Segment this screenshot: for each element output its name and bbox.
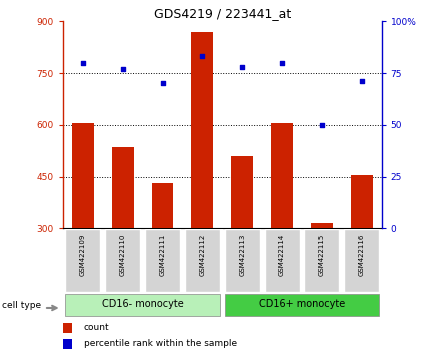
Text: count: count <box>84 323 109 332</box>
Text: GSM422115: GSM422115 <box>319 234 325 276</box>
Bar <box>65 229 100 292</box>
Bar <box>63 339 71 349</box>
Bar <box>264 229 300 292</box>
Bar <box>225 294 379 316</box>
Bar <box>145 229 180 292</box>
Text: GSM422110: GSM422110 <box>120 234 126 276</box>
Point <box>79 60 86 65</box>
Point <box>119 66 126 72</box>
Bar <box>72 123 94 228</box>
Text: percentile rank within the sample: percentile rank within the sample <box>84 339 237 348</box>
Point <box>199 53 206 59</box>
Bar <box>231 156 253 228</box>
Bar <box>112 147 133 228</box>
Bar <box>65 294 220 316</box>
Point <box>159 81 166 86</box>
Text: GSM422109: GSM422109 <box>80 234 86 276</box>
Bar <box>225 229 260 292</box>
Point <box>358 79 365 84</box>
Bar <box>105 229 140 292</box>
Text: cell type: cell type <box>2 301 41 310</box>
Point <box>279 60 286 65</box>
Point <box>239 64 246 70</box>
Bar <box>152 183 173 228</box>
Bar <box>271 123 293 228</box>
Text: GSM422114: GSM422114 <box>279 234 285 276</box>
Bar <box>185 229 220 292</box>
Text: CD16+ monocyte: CD16+ monocyte <box>259 299 345 309</box>
Text: GSM422111: GSM422111 <box>159 234 165 276</box>
Bar <box>191 32 213 228</box>
Text: CD16- monocyte: CD16- monocyte <box>102 299 184 309</box>
Text: GSM422116: GSM422116 <box>359 234 365 276</box>
Bar <box>344 229 379 292</box>
Bar <box>63 322 71 333</box>
Text: GSM422113: GSM422113 <box>239 234 245 276</box>
Bar <box>351 175 373 228</box>
Point <box>318 122 325 128</box>
Text: GSM422112: GSM422112 <box>199 234 205 276</box>
Bar <box>311 223 333 228</box>
Bar <box>304 229 340 292</box>
Title: GDS4219 / 223441_at: GDS4219 / 223441_at <box>154 7 291 20</box>
